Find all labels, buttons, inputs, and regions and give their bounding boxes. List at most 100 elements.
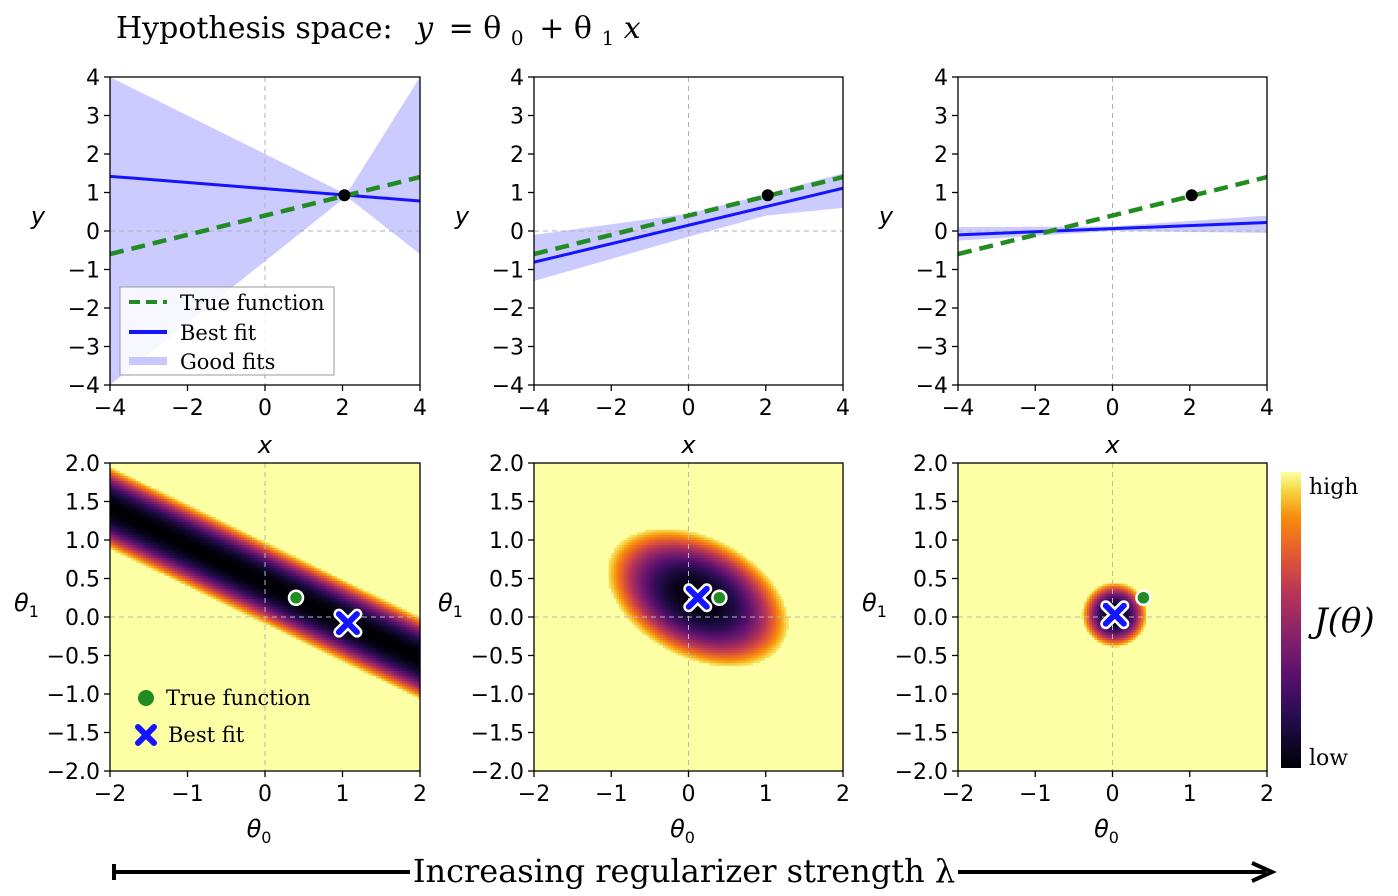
heatmap-cell <box>130 627 134 631</box>
heatmap-cell <box>110 711 114 716</box>
heatmap-cell <box>122 735 127 739</box>
heatmap-cell <box>130 663 134 667</box>
heatmap-cell <box>117 473 121 477</box>
heatmap-cell <box>115 681 119 685</box>
heatmap-cell <box>110 463 114 467</box>
heatmap-cell <box>135 745 140 749</box>
heatmap-cell <box>135 722 140 726</box>
heatmap-cell <box>120 524 124 528</box>
heatmap-cell <box>125 706 129 710</box>
heatmap-cell <box>117 706 121 710</box>
heatmap-cell <box>115 768 119 772</box>
heatmap-cell <box>138 465 142 469</box>
heatmap-cell <box>135 668 140 672</box>
heatmap-cell <box>135 755 140 759</box>
heatmap-cell <box>117 678 121 682</box>
heatmap-cell <box>135 496 140 500</box>
heatmap-cell <box>133 627 137 631</box>
heatmap-cell <box>110 676 114 680</box>
heatmap-cell <box>112 601 116 605</box>
heatmap-cell <box>138 732 142 736</box>
heatmap-cell <box>128 491 132 495</box>
heatmap-cell <box>120 629 124 633</box>
heatmap-cell <box>122 509 127 513</box>
heatmap-cell <box>120 652 124 657</box>
heatmap-cell <box>115 565 119 569</box>
heatmap-cell <box>130 704 134 708</box>
heatmap-cell <box>117 480 121 485</box>
heatmap-cell <box>138 676 142 680</box>
heatmap-cell <box>120 504 124 508</box>
heatmap-cell <box>125 542 129 546</box>
heatmap-cell <box>112 758 116 762</box>
heatmap-cell <box>138 655 142 659</box>
heatmap-cell <box>125 745 129 749</box>
heatmap-cell <box>125 486 129 490</box>
heatmap-cell <box>125 663 129 667</box>
heatmap-cell <box>125 491 129 495</box>
heatmap-cell <box>115 696 119 700</box>
heatmap-cell <box>128 478 132 482</box>
heatmap-cell <box>128 742 132 746</box>
title-eq-y: y <box>414 11 434 46</box>
heatmap-cell <box>115 463 119 467</box>
top-xtick-label: 2 <box>1183 396 1197 421</box>
heatmap-cell <box>135 555 140 559</box>
heatmap-cell <box>122 496 127 500</box>
heatmap-cell <box>110 506 114 510</box>
heatmap-cell <box>112 534 116 539</box>
heatmap-cell <box>125 468 129 472</box>
heatmap-cell <box>122 627 127 631</box>
heatmap-cell <box>125 637 129 641</box>
heatmap-cell <box>125 724 129 728</box>
heatmap-cell <box>141 532 145 536</box>
heatmap-cell <box>128 619 132 623</box>
heatmap-cell <box>112 724 116 728</box>
heatmap-cell <box>128 527 132 531</box>
heatmap-cell <box>112 627 116 631</box>
heatmap-cell <box>120 650 124 654</box>
heatmap-cell <box>141 545 145 549</box>
observed-point <box>1185 189 1198 202</box>
heatmap-cell <box>130 624 134 628</box>
heatmap-cell <box>120 624 124 628</box>
heatmap-cell <box>110 668 114 672</box>
heatmap-cell <box>141 529 145 533</box>
heatmap-cell <box>125 583 129 587</box>
top-ytick-label: −4 <box>68 374 100 399</box>
heatmap-cell <box>138 537 142 541</box>
heatmap-cell <box>110 555 114 559</box>
heatmap-cell <box>117 660 121 664</box>
heatmap-cell <box>117 758 121 762</box>
heatmap-cell <box>135 655 140 659</box>
heatmap-cell <box>122 611 127 616</box>
heatmap-cell <box>122 560 127 564</box>
heatmap-cell <box>128 522 132 526</box>
heatmap-cell <box>138 504 142 508</box>
heatmap-cell <box>128 591 132 595</box>
heatmap-cell <box>128 534 132 539</box>
heatmap-cell <box>112 563 116 567</box>
heatmap-cell <box>117 478 121 482</box>
heatmap-cell <box>138 634 142 639</box>
heatmap-cell <box>110 624 114 628</box>
heatmap-cell <box>130 673 134 677</box>
heatmap-cell <box>130 688 134 693</box>
heatmap-cell <box>115 493 119 497</box>
heatmap-cell <box>120 673 124 677</box>
heatmap-cell <box>133 740 137 744</box>
heatmap-cell <box>122 699 127 703</box>
heatmap-cell <box>117 593 121 598</box>
heatmap-cell <box>120 660 124 664</box>
heatmap-cell <box>130 652 134 657</box>
heatmap-cell <box>135 475 140 479</box>
heatmap-cell <box>128 765 132 770</box>
heatmap-cell <box>117 724 121 728</box>
heatmap-cell <box>112 463 116 467</box>
heatmap-cell <box>115 758 119 762</box>
heatmap-cell <box>128 755 132 759</box>
heatmap-cell <box>135 729 140 734</box>
heatmap-cell <box>117 688 121 693</box>
heatmap-cell <box>128 570 132 574</box>
heatmap-cell <box>138 560 142 564</box>
